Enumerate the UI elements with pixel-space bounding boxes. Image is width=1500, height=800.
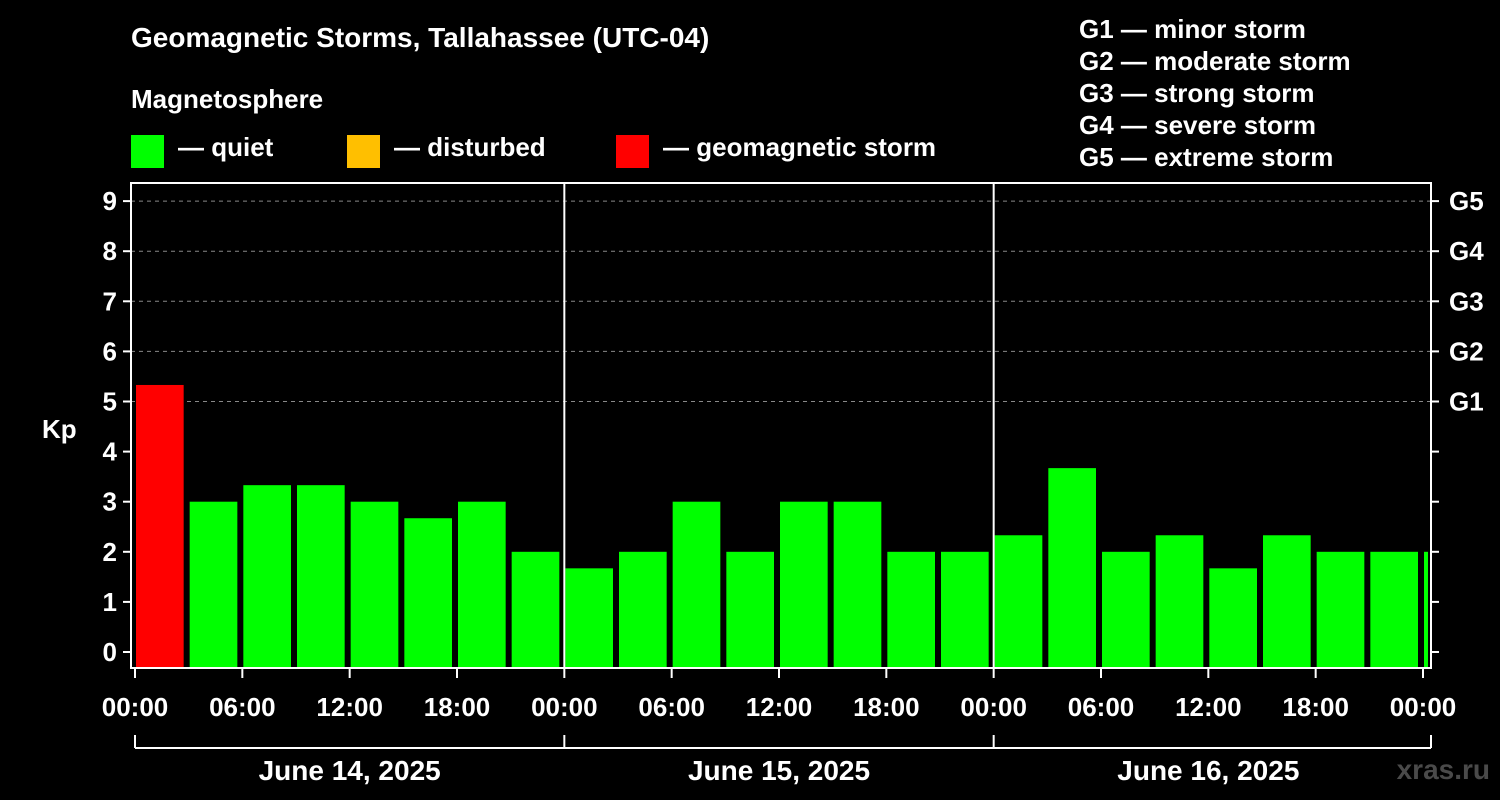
y-tick-label: 9 — [103, 186, 117, 216]
g-level-tick-label: G5 — [1449, 186, 1484, 216]
x-tick-label: 06:00 — [1068, 692, 1135, 722]
storm-level-g4: G4 — severe storm — [1079, 110, 1317, 140]
kp-bar — [189, 501, 238, 668]
storm-level-g2: G2 — moderate storm — [1079, 46, 1351, 76]
legend-swatch-storm — [616, 135, 649, 168]
x-tick-label: 12:00 — [316, 692, 383, 722]
kp-bar — [350, 501, 399, 668]
x-tick-label: 06:00 — [209, 692, 276, 722]
chart-title: Geomagnetic Storms, Tallahassee (UTC-04) — [131, 22, 710, 53]
storm-level-g3: G3 — strong storm — [1079, 78, 1315, 108]
y-tick-label: 0 — [103, 637, 117, 667]
legend-swatch-disturbed — [347, 135, 380, 168]
g-level-tick-label: G1 — [1449, 387, 1484, 417]
kp-bar — [1155, 535, 1204, 668]
x-tick-label: 18:00 — [424, 692, 491, 722]
kp-bar — [1102, 551, 1150, 668]
kp-bar — [297, 485, 345, 668]
kp-bar — [243, 485, 291, 668]
kp-bar — [1263, 535, 1311, 668]
kp-bar — [994, 535, 1043, 668]
kp-bar — [511, 551, 560, 668]
kp-bar — [1048, 468, 1096, 668]
x-tick-label: 18:00 — [853, 692, 920, 722]
x-tick-label: 00:00 — [960, 692, 1027, 722]
date-label: June 14, 2025 — [259, 755, 441, 786]
x-tick-label: 00:00 — [1390, 692, 1457, 722]
kp-bar — [404, 518, 452, 668]
x-tick-label: 00:00 — [531, 692, 598, 722]
x-tick-label: 18:00 — [1282, 692, 1349, 722]
storm-level-g1: G1 — minor storm — [1079, 14, 1306, 44]
legend-label-storm: — geomagnetic storm — [663, 132, 937, 162]
y-axis-label: Kp — [42, 414, 77, 444]
kp-bar — [887, 551, 935, 668]
x-tick-label: 12:00 — [746, 692, 813, 722]
kp-bar — [672, 501, 721, 668]
y-tick-label: 6 — [103, 336, 117, 366]
date-label: June 15, 2025 — [688, 755, 870, 786]
kp-bar — [1316, 551, 1365, 668]
kp-bar — [726, 551, 774, 668]
kp-bar — [136, 384, 184, 668]
date-label: June 16, 2025 — [1117, 755, 1299, 786]
y-tick-label: 1 — [103, 587, 117, 617]
x-tick-label: 06:00 — [638, 692, 705, 722]
watermark: xras.ru — [1396, 754, 1490, 785]
x-tick-label: 12:00 — [1175, 692, 1242, 722]
g-level-tick-label: G4 — [1449, 236, 1484, 266]
plot-frame — [130, 182, 1432, 669]
g-level-tick-label: G3 — [1449, 286, 1484, 316]
y-tick-label: 7 — [103, 286, 117, 316]
y-tick-label: 2 — [103, 537, 117, 567]
kp-bar — [941, 551, 989, 668]
g-level-tick-label: G2 — [1449, 336, 1484, 366]
legend-label-disturbed: — disturbed — [394, 132, 546, 162]
kp-bar — [619, 551, 667, 668]
kp-bar — [458, 501, 506, 668]
storm-level-g5: G5 — extreme storm — [1079, 142, 1334, 172]
kp-bar — [833, 501, 882, 668]
x-tick-label: 00:00 — [102, 692, 169, 722]
legend-subtitle: Magnetosphere — [131, 84, 324, 114]
y-tick-label: 4 — [103, 437, 118, 467]
legend-swatch-quiet — [131, 135, 164, 168]
y-tick-label: 3 — [103, 487, 117, 517]
kp-bar — [565, 568, 613, 668]
kp-bar — [780, 501, 828, 668]
kp-bar — [1424, 551, 1428, 668]
kp-bar — [1370, 551, 1418, 668]
y-tick-label: 8 — [103, 236, 117, 266]
y-tick-label: 5 — [103, 387, 117, 417]
legend-label-quiet: — quiet — [178, 132, 274, 162]
kp-bar — [1209, 568, 1257, 668]
